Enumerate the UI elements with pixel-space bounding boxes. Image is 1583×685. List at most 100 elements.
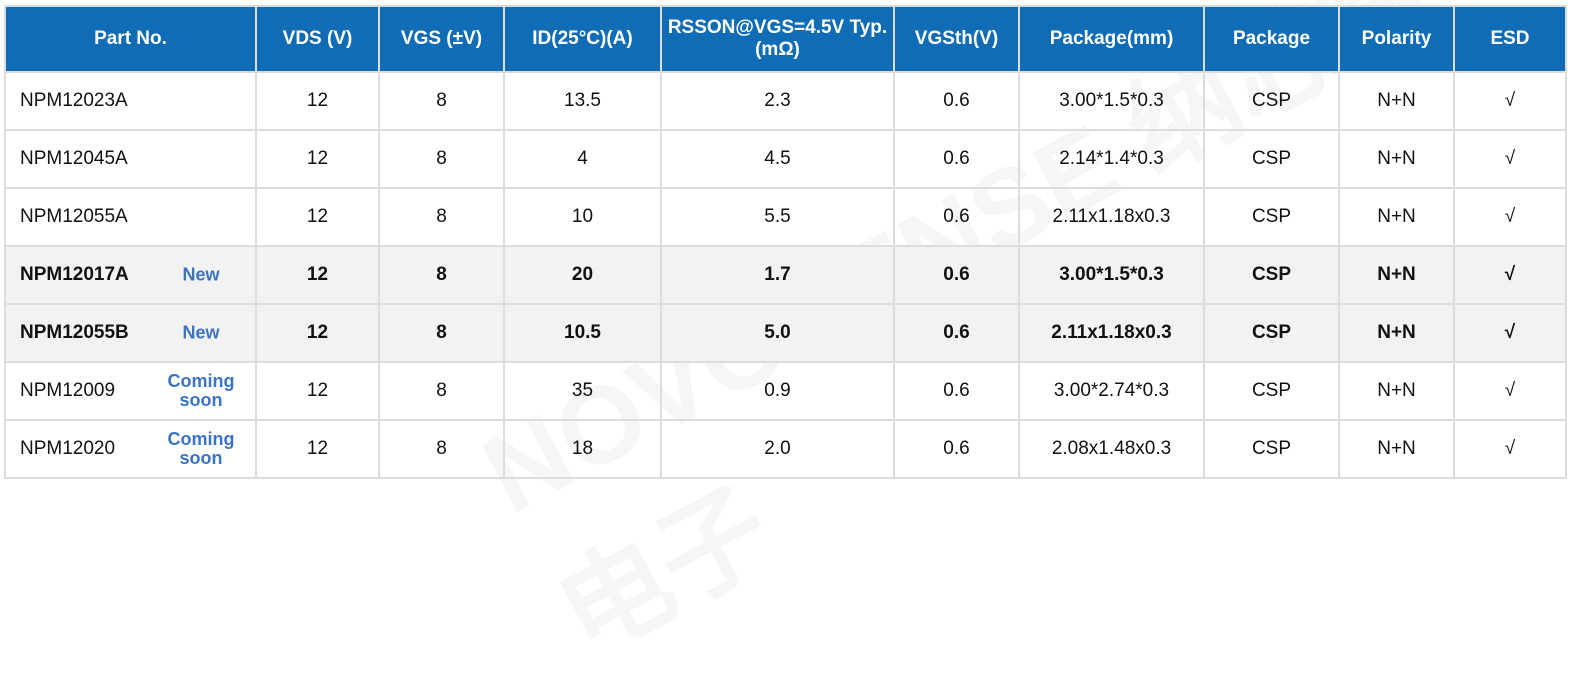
header-rdson: RSSON@VGS=4.5V Typ.(mΩ) xyxy=(660,5,895,73)
cell-esd: √ xyxy=(1453,303,1567,363)
cell-vgs: 8 xyxy=(378,303,505,363)
cell-vds: 12 xyxy=(255,303,380,363)
part-number: NPM12055B xyxy=(20,322,129,343)
cell-dim: 2.08x1.48x0.3 xyxy=(1018,419,1205,479)
cell-dim: 2.14*1.4*0.3 xyxy=(1018,129,1205,189)
cell-pkg: CSP xyxy=(1203,361,1340,421)
header-vds: VDS (V) xyxy=(255,5,380,73)
cell-rds: 2.3 xyxy=(660,71,895,131)
status-badge: Coming soon xyxy=(167,429,235,468)
cell-esd: √ xyxy=(1453,361,1567,421)
cell-pol: N+N xyxy=(1338,129,1455,189)
cell-rds: 2.0 xyxy=(660,419,895,479)
cell-pol: N+N xyxy=(1338,245,1455,305)
cell-vth: 0.6 xyxy=(893,361,1020,421)
cell-pkg: CSP xyxy=(1203,71,1340,131)
cell-vgs: 8 xyxy=(378,419,505,479)
cell-part-no: NPM12017A New xyxy=(4,245,257,305)
status-badge: Coming soon xyxy=(167,371,235,410)
table-row: NPM12009 Coming soon 12 8 35 0.9 0.6 3.00*2.74*… xyxy=(4,361,1567,421)
cell-vth: 0.6 xyxy=(893,419,1020,479)
cell-dim: 3.00*1.5*0.3 xyxy=(1018,71,1205,131)
cell-pol: N+N xyxy=(1338,419,1455,479)
product-table: Part No. VDS (V) VGS (±V) ID(25°C)(A) RSSON@… xyxy=(4,5,1567,479)
cell-rds: 4.5 xyxy=(660,129,895,189)
cell-rds: 5.0 xyxy=(660,303,895,363)
header-esd: ESD xyxy=(1453,5,1567,73)
cell-esd: √ xyxy=(1453,187,1567,247)
cell-vgs: 8 xyxy=(378,187,505,247)
cell-vds: 12 xyxy=(255,71,380,131)
cell-part-no: NPM12055B New xyxy=(4,303,257,363)
status-badge: New xyxy=(182,264,220,285)
part-number: NPM12055A xyxy=(20,206,128,227)
cell-part-no: NPM12009 Coming soon xyxy=(4,361,257,421)
cell-vds: 12 xyxy=(255,245,380,305)
cell-pol: N+N xyxy=(1338,303,1455,363)
cell-rds: 1.7 xyxy=(660,245,895,305)
cell-vth: 0.6 xyxy=(893,129,1020,189)
cell-dim: 3.00*1.5*0.3 xyxy=(1018,245,1205,305)
table-row: NPM12017A New 12 8 20 1.7 0.6 3.00*1.5*0.3 CSP N+… xyxy=(4,245,1567,305)
cell-pkg: CSP xyxy=(1203,187,1340,247)
header-id: ID(25°C)(A) xyxy=(503,5,662,73)
cell-esd: √ xyxy=(1453,71,1567,131)
cell-dim: 2.11x1.18x0.3 xyxy=(1018,303,1205,363)
cell-rds: 0.9 xyxy=(660,361,895,421)
table-row: NPM12020 Coming soon 12 8 18 2.0 0.6 2.08x1.48x… xyxy=(4,419,1567,479)
cell-vds: 12 xyxy=(255,419,380,479)
cell-pkg: CSP xyxy=(1203,129,1340,189)
header-vgs: VGS (±V) xyxy=(378,5,505,73)
cell-dim: 2.11x1.18x0.3 xyxy=(1018,187,1205,247)
cell-id: 13.5 xyxy=(503,71,662,131)
cell-id: 4 xyxy=(503,129,662,189)
header-part-no: Part No. xyxy=(4,5,257,73)
cell-vth: 0.6 xyxy=(893,187,1020,247)
cell-vth: 0.6 xyxy=(893,71,1020,131)
cell-pol: N+N xyxy=(1338,187,1455,247)
cell-vgs: 8 xyxy=(378,71,505,131)
part-number: NPM12009 xyxy=(20,380,116,401)
status-badge: New xyxy=(182,322,220,343)
header-vgsth: VGSth(V) xyxy=(893,5,1020,73)
part-number: NPM12045A xyxy=(20,148,128,169)
cell-pkg: CSP xyxy=(1203,303,1340,363)
table-row: NPM12045A 12 8 4 4.5 0.6 2.14*1.4*0.3 CSP N+N √ xyxy=(4,129,1567,189)
cell-id: 35 xyxy=(503,361,662,421)
header-row: Part No. VDS (V) VGS (±V) ID(25°C)(A) RSSON@… xyxy=(4,5,1567,73)
cell-vgs: 8 xyxy=(378,361,505,421)
cell-vds: 12 xyxy=(255,129,380,189)
cell-vth: 0.6 xyxy=(893,303,1020,363)
table-row: NPM12055A 12 8 10 5.5 0.6 2.11x1.18x0.3 CSP N+N √ xyxy=(4,187,1567,247)
part-number: NPM12017A xyxy=(20,264,129,285)
cell-esd: √ xyxy=(1453,419,1567,479)
cell-pkg: CSP xyxy=(1203,245,1340,305)
header-package-mm: Package(mm) xyxy=(1018,5,1205,73)
cell-id: 20 xyxy=(503,245,662,305)
cell-pkg: CSP xyxy=(1203,419,1340,479)
cell-vgs: 8 xyxy=(378,129,505,189)
cell-esd: √ xyxy=(1453,245,1567,305)
cell-id: 10.5 xyxy=(503,303,662,363)
cell-vth: 0.6 xyxy=(893,245,1020,305)
cell-id: 10 xyxy=(503,187,662,247)
part-number: NPM12023A xyxy=(20,90,128,111)
cell-rds: 5.5 xyxy=(660,187,895,247)
cell-vds: 12 xyxy=(255,187,380,247)
header-polarity: Polarity xyxy=(1338,5,1455,73)
cell-vds: 12 xyxy=(255,361,380,421)
cell-part-no: NPM12045A xyxy=(4,129,257,189)
cell-id: 18 xyxy=(503,419,662,479)
cell-pol: N+N xyxy=(1338,71,1455,131)
cell-dim: 3.00*2.74*0.3 xyxy=(1018,361,1205,421)
cell-part-no: NPM12020 Coming soon xyxy=(4,419,257,479)
cell-pol: N+N xyxy=(1338,361,1455,421)
cell-vgs: 8 xyxy=(378,245,505,305)
cell-esd: √ xyxy=(1453,129,1567,189)
header-package: Package xyxy=(1203,5,1340,73)
part-number: NPM12020 xyxy=(20,438,116,459)
table-row: NPM12055B New 12 8 10.5 5.0 0.6 2.11x1.18x0.3 CS… xyxy=(4,303,1567,363)
cell-part-no: NPM12055A xyxy=(4,187,257,247)
table-row: NPM12023A 12 8 13.5 2.3 0.6 3.00*1.5*0.3 CSP N+N… xyxy=(4,71,1567,131)
cell-part-no: NPM12023A xyxy=(4,71,257,131)
